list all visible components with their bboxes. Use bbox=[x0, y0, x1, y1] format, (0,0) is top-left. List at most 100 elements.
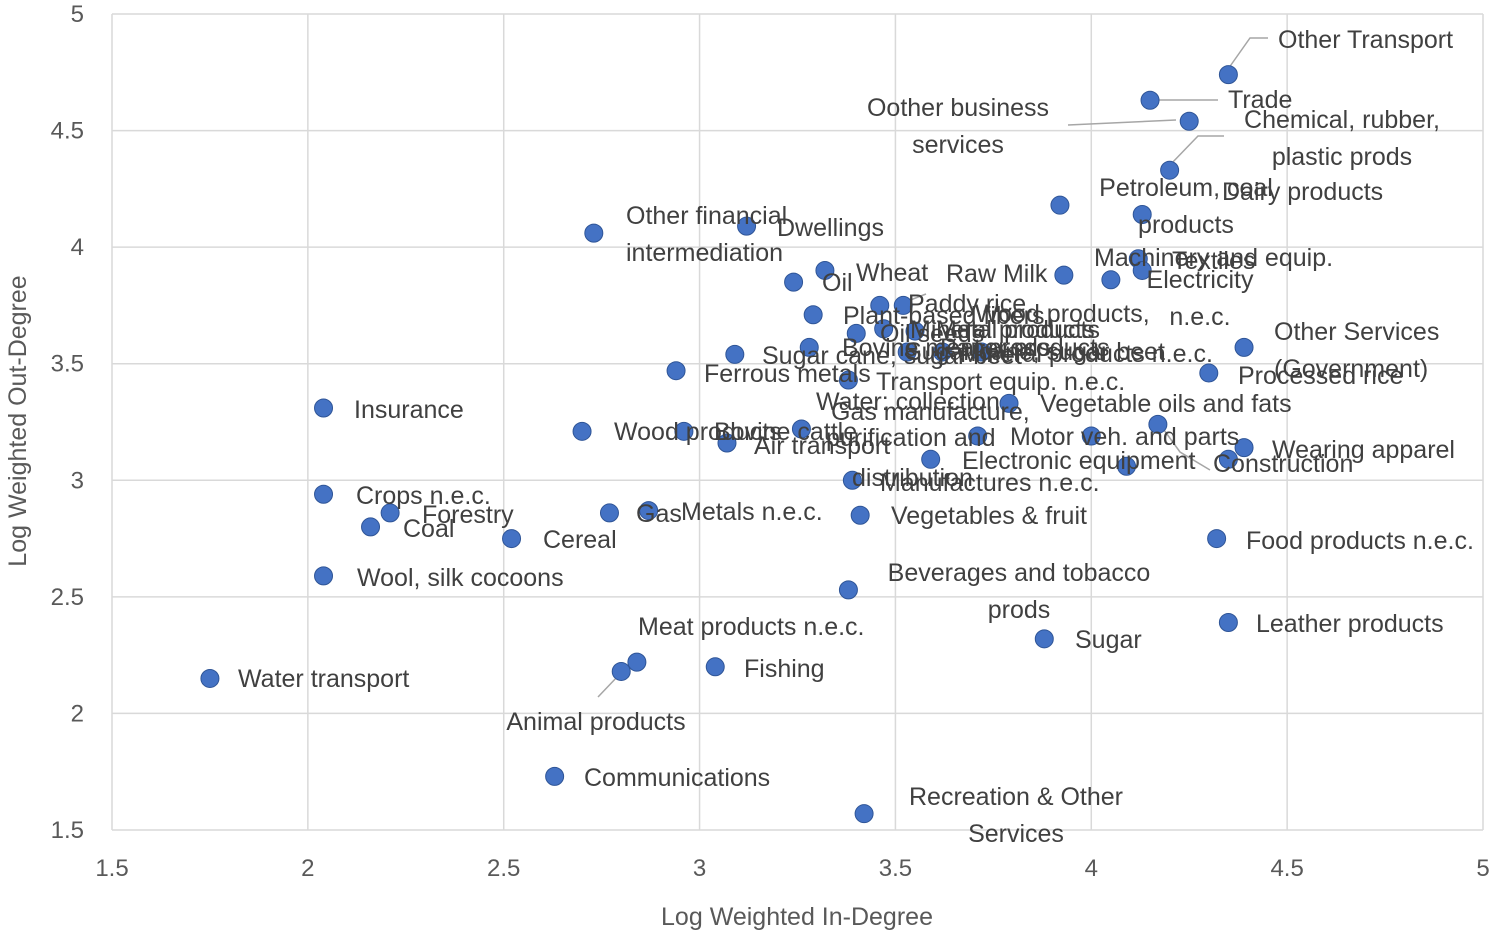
leader-line bbox=[1163, 429, 1211, 471]
data-point bbox=[897, 342, 917, 362]
data-point bbox=[1148, 414, 1168, 434]
point-label: Wheat bbox=[856, 259, 928, 287]
data-point bbox=[1234, 438, 1254, 458]
x-axis-title: Log Weighted In-Degree bbox=[661, 903, 933, 931]
data-point bbox=[1101, 270, 1121, 290]
point-label: Motor veh. and parts bbox=[1010, 423, 1239, 451]
point-label: Mineral products n.e.c. bbox=[960, 340, 1213, 368]
y-axis-title: Log Weighted Out-Degree bbox=[4, 275, 32, 566]
data-point bbox=[725, 344, 745, 364]
point-labels: Other Transport Trade Oother business servi… bbox=[238, 26, 1474, 848]
data-points bbox=[200, 65, 1254, 824]
point-label: Wood products bbox=[614, 418, 782, 446]
gridlines bbox=[111, 13, 1484, 831]
point-label: Wool, silk cocoons bbox=[357, 564, 564, 592]
y-tick-label: 4 bbox=[71, 234, 84, 261]
point-label: Processed rice bbox=[1238, 362, 1403, 390]
data-point bbox=[666, 361, 686, 381]
leader-line bbox=[1225, 37, 1268, 73]
data-point bbox=[850, 505, 870, 525]
data-point bbox=[1081, 426, 1101, 446]
data-point bbox=[791, 419, 811, 439]
point-label: Chemical, rubber, plastic prods bbox=[1244, 106, 1440, 171]
data-point bbox=[1050, 195, 1070, 215]
point-label: Leather products bbox=[1256, 610, 1444, 638]
point-label: Sugar bbox=[1075, 626, 1142, 654]
leader-line bbox=[1169, 135, 1224, 166]
point-label: Coal bbox=[403, 515, 454, 543]
x-tick-label: 2 bbox=[301, 855, 314, 882]
data-point bbox=[815, 260, 835, 280]
point-label: Oother business services bbox=[867, 94, 1049, 159]
data-point bbox=[874, 319, 894, 339]
data-point bbox=[999, 393, 1019, 413]
point-label: Paddy rice bbox=[908, 290, 1026, 318]
leader-line bbox=[1067, 119, 1177, 126]
point-label: Trade bbox=[1228, 86, 1292, 114]
point-label: Petroleum, coal products bbox=[1099, 174, 1273, 239]
data-point bbox=[838, 580, 858, 600]
data-point bbox=[1218, 449, 1238, 469]
y-tick-label: 2.5 bbox=[51, 584, 84, 611]
data-point bbox=[361, 517, 381, 537]
point-label: Mineral products bbox=[910, 316, 1095, 344]
data-point bbox=[905, 321, 925, 341]
point-label: Plant-based fibers bbox=[843, 302, 1045, 330]
leader-lines bbox=[597, 37, 1268, 698]
x-tick-label: 4 bbox=[1085, 855, 1098, 882]
data-point bbox=[717, 433, 737, 453]
data-point bbox=[1234, 337, 1254, 357]
point-label: Beverages and tobacco prods bbox=[888, 559, 1151, 624]
leader-line bbox=[597, 675, 619, 698]
point-label: Vegetable oils and fats bbox=[1040, 390, 1292, 418]
point-label: Oil bbox=[822, 269, 853, 297]
data-point bbox=[380, 503, 400, 523]
data-point bbox=[1054, 265, 1074, 285]
data-point bbox=[314, 566, 334, 586]
point-label: Bovine cattle bbox=[714, 418, 857, 446]
point-label: Sugar cane, sugar beet bbox=[905, 338, 1165, 366]
data-point bbox=[1218, 65, 1238, 85]
point-label: Insurance bbox=[354, 396, 464, 424]
data-point bbox=[611, 661, 631, 681]
data-point bbox=[893, 295, 913, 315]
point-label: Dwellings bbox=[777, 214, 884, 242]
point-label: Manufactures n.e.c. bbox=[880, 469, 1100, 497]
data-point bbox=[1117, 456, 1137, 476]
data-point bbox=[799, 337, 819, 357]
data-point bbox=[932, 342, 952, 362]
point-label: Transport equip. n.e.c. bbox=[876, 368, 1125, 396]
data-point bbox=[1199, 363, 1219, 383]
y-tick-label: 2 bbox=[71, 700, 84, 727]
y-tick-label: 1.5 bbox=[51, 817, 84, 844]
point-label: Recreation & Other Services bbox=[909, 783, 1123, 848]
point-label: Metal products bbox=[936, 316, 1100, 344]
y-tick-label: 3.5 bbox=[51, 351, 84, 378]
data-point bbox=[1140, 90, 1160, 110]
y-tick-label: 5 bbox=[71, 1, 84, 28]
data-point bbox=[627, 652, 647, 672]
y-tick-label: 4.5 bbox=[51, 118, 84, 145]
data-point bbox=[803, 305, 823, 325]
point-label: Meat products n.e.c. bbox=[638, 613, 865, 641]
point-label: Other Services (Government) bbox=[1274, 318, 1439, 383]
data-point bbox=[572, 421, 592, 441]
point-label: purification and bbox=[826, 424, 996, 452]
point-label: Air transport bbox=[754, 432, 890, 460]
data-point bbox=[545, 766, 565, 786]
data-point bbox=[200, 668, 220, 688]
point-label: Crops n.e.c. bbox=[356, 482, 491, 510]
data-point bbox=[584, 223, 604, 243]
data-point bbox=[854, 804, 874, 824]
point-label: Sugar cane, sugar beet bbox=[762, 342, 1022, 370]
point-label: Textiles bbox=[1172, 247, 1255, 275]
point-label: Water transport bbox=[238, 665, 409, 693]
point-label: Other Transport bbox=[1278, 26, 1453, 54]
x-tick-label: 1.5 bbox=[95, 855, 128, 882]
x-tick-label: 3 bbox=[693, 855, 706, 882]
point-label: Metals n.e.c. bbox=[681, 498, 823, 526]
point-label: Cereal bbox=[543, 526, 617, 554]
point-label: Water: collection, bbox=[816, 388, 1007, 416]
point-label: Electronic equipment bbox=[962, 447, 1196, 475]
point-label: Gas manufacture, bbox=[831, 398, 1030, 426]
